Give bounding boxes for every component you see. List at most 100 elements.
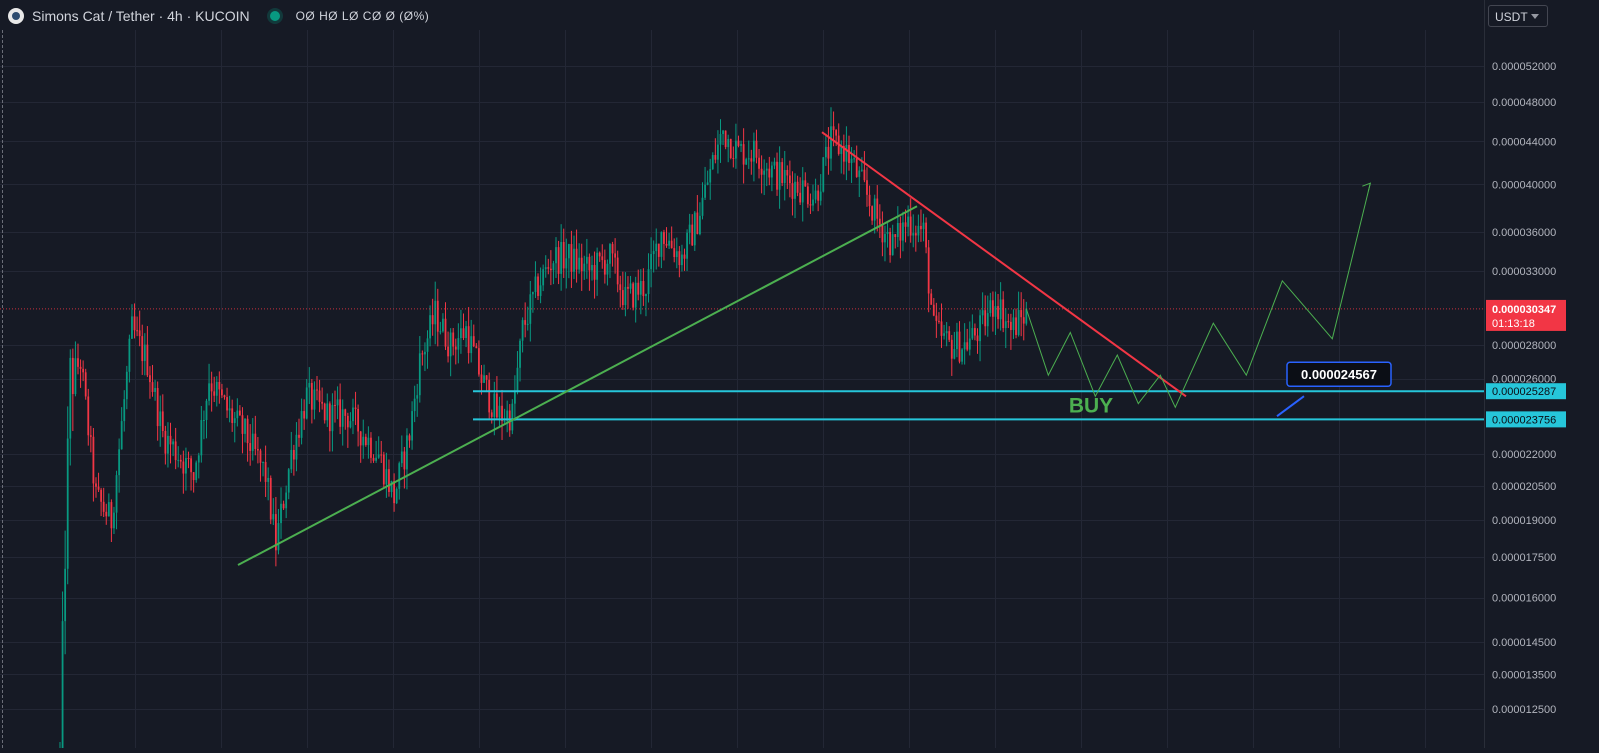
callout-price-text: 0.000024567 [1301, 367, 1377, 382]
candle-body [573, 248, 575, 272]
candle-body [480, 374, 483, 383]
candle-body [796, 181, 799, 193]
candle-body [511, 403, 514, 431]
candle-body [686, 232, 688, 259]
candle-body [226, 397, 228, 411]
candle-body [133, 316, 136, 331]
candle-body [218, 381, 221, 390]
candle-body [406, 435, 408, 470]
y-axis-tick-label: 0.000028000 [1492, 340, 1556, 352]
candle-body [149, 375, 151, 383]
candle-body [603, 260, 606, 275]
y-axis-tick-label: 0.000019000 [1492, 515, 1556, 527]
candle-body [986, 313, 989, 327]
candle-body [282, 503, 285, 509]
candle-body [254, 433, 257, 450]
candle-body [663, 232, 665, 244]
candle-body [822, 157, 825, 192]
candle-body [66, 438, 69, 569]
candle-body [1007, 321, 1010, 323]
candle-body [868, 194, 871, 207]
candle-body [994, 306, 997, 317]
candle-body [526, 323, 529, 325]
candle-body [290, 449, 293, 470]
candle-body [668, 240, 670, 246]
candle-body [544, 267, 547, 270]
candle-body [95, 483, 97, 487]
candle-body [768, 168, 771, 178]
candle-body [501, 405, 503, 422]
candle-body [909, 216, 912, 236]
uptrend-line [237, 205, 918, 566]
candle-body [966, 342, 969, 350]
candle-body [855, 158, 858, 177]
candle-body [1025, 308, 1028, 324]
candle-body [372, 457, 375, 461]
candle-body [107, 502, 110, 517]
candle-body [1010, 321, 1012, 331]
candle-body [740, 144, 742, 146]
candle-body [120, 421, 123, 450]
candle-body [187, 458, 190, 460]
candle-body [709, 169, 712, 183]
candle-body [100, 489, 103, 502]
candle-body [531, 291, 534, 295]
candle-body [809, 204, 812, 206]
candle-body [747, 158, 750, 160]
y-axis-tick-label: 0.000022000 [1492, 449, 1556, 461]
candle-body [221, 389, 223, 396]
candle-body [516, 367, 519, 392]
candle-body [729, 138, 732, 158]
candle-body [760, 168, 763, 175]
candle-body [835, 130, 838, 136]
candle-body [370, 437, 372, 458]
candle-body [593, 265, 596, 280]
candle-body [655, 243, 658, 252]
candle-body [992, 300, 994, 317]
candle-body [974, 328, 976, 336]
symbol-title[interactable]: Simons Cat / Tether · 4h · KUCOIN [32, 8, 250, 24]
candle-body [945, 331, 948, 334]
candle-body [842, 145, 845, 162]
candle-body [753, 140, 755, 162]
candle-body [596, 252, 599, 280]
candle-body [804, 180, 807, 187]
candle-body [827, 146, 830, 159]
candle-body [113, 512, 115, 529]
candle-body [683, 254, 686, 259]
candle-body [776, 161, 778, 190]
candle-body [984, 310, 987, 327]
candle-body [79, 366, 82, 369]
candle-body [61, 621, 64, 753]
candle-body [614, 253, 617, 258]
candle-body [300, 411, 303, 438]
candle-body [352, 407, 354, 422]
candle-body [503, 420, 506, 422]
candle-body [681, 254, 683, 266]
candle-body [488, 379, 491, 413]
candle-body [192, 472, 195, 481]
candle-body [899, 222, 902, 241]
candle-body [264, 461, 267, 482]
candle-body [845, 144, 848, 162]
candle-body [92, 436, 95, 484]
candle-body [195, 462, 198, 481]
candle-body [735, 140, 737, 159]
candle-body [421, 353, 424, 355]
candle-body [393, 481, 395, 504]
candle-body [555, 247, 557, 264]
candle-body [549, 268, 552, 271]
candle-body [316, 389, 318, 391]
candle-body [398, 463, 401, 489]
candle-body [380, 454, 383, 456]
candle-body [979, 315, 981, 342]
candle-body [657, 243, 660, 257]
candle-body [74, 358, 77, 395]
currency-selector[interactable]: USDT [1488, 5, 1548, 27]
candle-body [285, 492, 288, 509]
candle-body [244, 418, 246, 434]
candle-body [727, 138, 730, 148]
candle-body [382, 454, 385, 485]
